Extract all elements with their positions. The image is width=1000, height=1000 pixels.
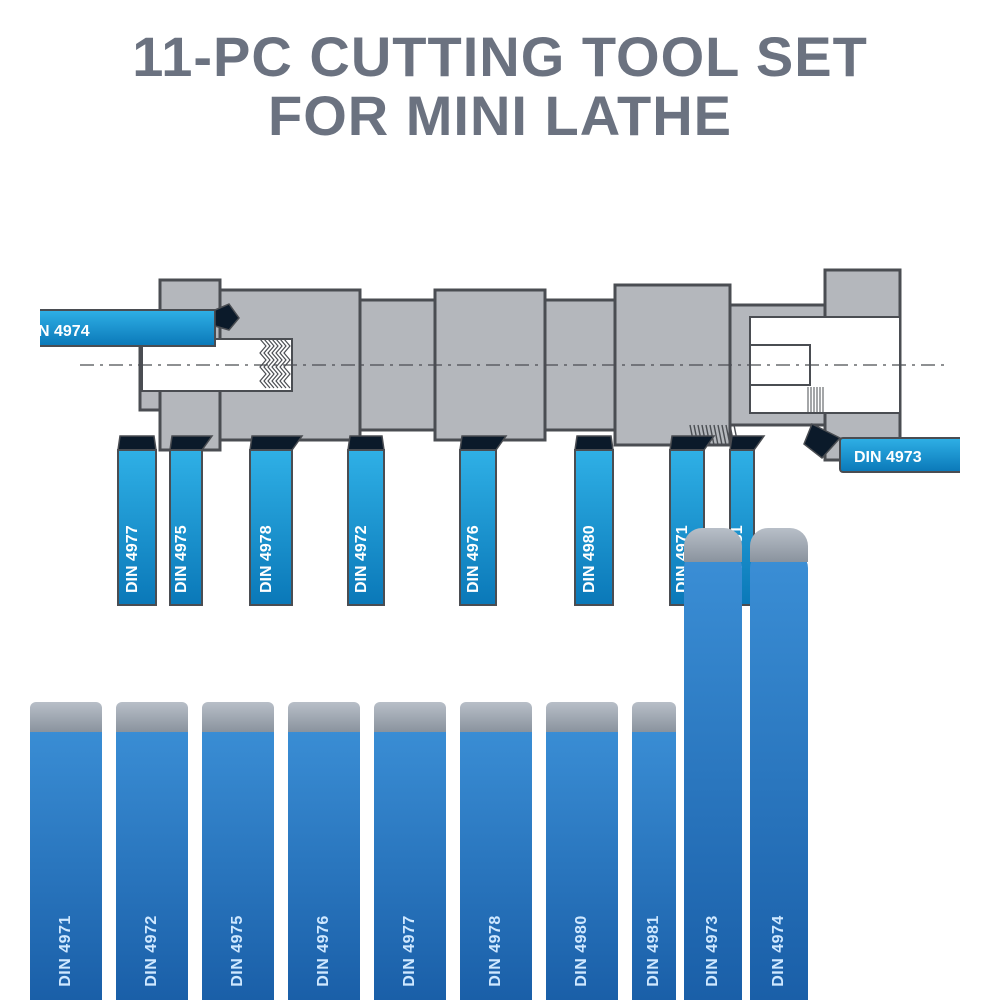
- label-din4976: DIN 4976: [465, 525, 482, 593]
- product-bit: DIN 4980: [546, 720, 618, 1000]
- product-bit: DIN 4976: [288, 720, 360, 1000]
- product-bit: DIN 4974: [750, 550, 808, 1000]
- bit-tip: [632, 702, 676, 732]
- label-din4975: DIN 4975: [173, 525, 190, 593]
- page-title: 11-PC CUTTING TOOL SET FOR MINI LATHE: [0, 0, 1000, 146]
- lathe-diagram: DIN 4974 DIN 4973 DIN 4977 DIN 4975 DIN 4978…: [40, 200, 960, 620]
- bit-label: DIN 4972: [143, 915, 161, 987]
- bit-label: DIN 4977: [401, 915, 419, 987]
- label-din4978: DIN 4978: [258, 525, 275, 593]
- bit-tip: [546, 702, 618, 732]
- bit-label: DIN 4973: [704, 915, 722, 987]
- bit-label: DIN 4976: [315, 915, 333, 987]
- bit-label: DIN 4981: [645, 915, 663, 987]
- product-strip: DIN 4971 DIN 4972 DIN 4975 DIN 4976 DIN 4977…: [30, 620, 990, 1000]
- bit-tip: [30, 702, 102, 732]
- bit-label: DIN 4974: [770, 915, 788, 987]
- bit-tip: [750, 528, 808, 562]
- label-din4972: DIN 4972: [353, 525, 370, 593]
- bit-label: DIN 4978: [487, 915, 505, 987]
- bit-label: DIN 4980: [573, 915, 591, 987]
- product-bit: DIN 4978: [460, 720, 532, 1000]
- bit-tip: [460, 702, 532, 732]
- bit-tip: [116, 702, 188, 732]
- product-bit: DIN 4973: [684, 550, 742, 1000]
- label-din4977: DIN 4977: [124, 525, 141, 593]
- diagram-svg: DIN 4974 DIN 4973 DIN 4977 DIN 4975 DIN 4978…: [40, 200, 960, 630]
- product-bit: DIN 4981: [632, 720, 676, 1000]
- bit-tip: [374, 702, 446, 732]
- bit-tip: [202, 702, 274, 732]
- label-din4974: DIN 4974: [40, 323, 90, 340]
- bit-tip: [288, 702, 360, 732]
- label-din4980: DIN 4980: [581, 525, 598, 593]
- bit-label: DIN 4971: [57, 915, 75, 987]
- bit-tip: [684, 528, 742, 562]
- title-line-1: 11-PC CUTTING TOOL SET: [0, 28, 1000, 87]
- product-bit: DIN 4977: [374, 720, 446, 1000]
- product-bit: DIN 4975: [202, 720, 274, 1000]
- product-bit: DIN 4972: [116, 720, 188, 1000]
- title-line-2: FOR MINI LATHE: [0, 87, 1000, 146]
- label-din4973: DIN 4973: [854, 449, 922, 466]
- bit-label: DIN 4975: [229, 915, 247, 987]
- product-bit: DIN 4971: [30, 720, 102, 1000]
